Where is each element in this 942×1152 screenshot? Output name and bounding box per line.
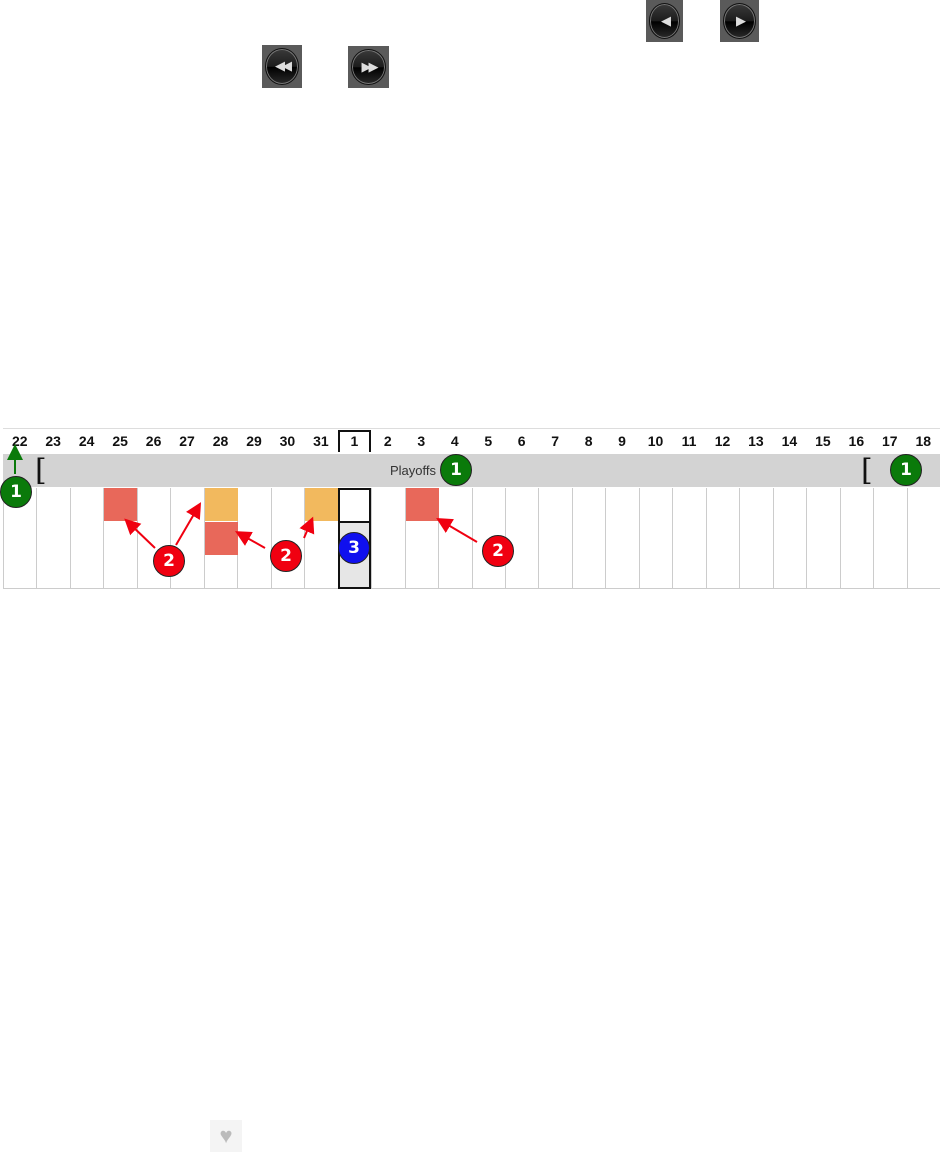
day-column[interactable] [203, 488, 237, 588]
day-column[interactable] [772, 488, 806, 588]
day-label[interactable]: 2 [383, 433, 392, 449]
day-column[interactable] [538, 488, 571, 588]
day-label[interactable]: 17 [882, 433, 898, 449]
day-column[interactable] [605, 488, 638, 588]
day-column[interactable] [873, 488, 906, 588]
day-header: 22 23 24 25 26 27 28 29 30 31 1 2 3 4 5 6 7 8 9 10 11 12 13 14 1… [3, 428, 940, 453]
day-label[interactable]: 25 [112, 433, 128, 449]
day-label[interactable]: 22 [11, 433, 28, 449]
day-label[interactable]: 31 [313, 433, 329, 449]
next-icon: ▶ [722, 3, 757, 39]
day-column[interactable] [69, 488, 103, 588]
day-label[interactable]: 9 [618, 433, 626, 449]
day-label[interactable]: 23 [45, 433, 61, 449]
day-column[interactable] [672, 488, 705, 588]
annotation-badge: 1 [0, 476, 32, 508]
day-column[interactable] [571, 488, 605, 588]
event-block[interactable] [204, 488, 238, 521]
day-label[interactable]: 28 [212, 433, 229, 449]
day-column[interactable] [705, 488, 739, 588]
day-label[interactable]: 16 [848, 433, 865, 449]
timeline: 22 23 24 25 26 27 28 29 30 31 1 2 3 4 5 6 7 8 9 10 11 12 13 14 1… [3, 428, 940, 589]
day-label[interactable]: 10 [647, 433, 664, 449]
day-label[interactable]: 7 [551, 433, 560, 449]
rewind-button[interactable]: ◀◀ [262, 45, 302, 88]
annotation-badge: 2 [270, 540, 302, 572]
fast-forward-button[interactable]: ▶▶ [348, 46, 389, 88]
day-label[interactable]: 12 [714, 433, 731, 449]
day-label[interactable]: 26 [145, 433, 162, 449]
prev-icon: ◀ [648, 3, 681, 39]
day-label[interactable]: 13 [748, 433, 764, 449]
day-column[interactable] [906, 488, 940, 588]
range-label: Playoffs [389, 463, 436, 478]
selected-day-cell[interactable] [337, 488, 372, 523]
day-label[interactable]: 4 [450, 433, 459, 449]
annotation-badge: 2 [482, 535, 514, 567]
event-block[interactable] [305, 488, 339, 521]
day-label[interactable]: 27 [179, 433, 195, 449]
selected-day-header[interactable] [337, 430, 372, 452]
day-column[interactable] [270, 488, 304, 588]
day-label[interactable]: 1 [350, 433, 359, 449]
heart-icon[interactable]: ♥ [210, 1120, 242, 1152]
day-column[interactable] [3, 488, 36, 588]
day-column[interactable] [739, 488, 772, 588]
day-column[interactable] [371, 488, 404, 588]
day-label[interactable]: 15 [815, 433, 831, 449]
day-column[interactable] [103, 488, 136, 588]
annotation-badge: 1 [440, 454, 472, 486]
day-label[interactable]: 14 [781, 433, 798, 449]
day-label[interactable]: 30 [279, 433, 296, 449]
day-column[interactable] [237, 488, 270, 588]
range-end-handle[interactable]: [ [861, 453, 873, 488]
day-grid [3, 488, 940, 589]
day-label[interactable]: 6 [517, 433, 526, 449]
day-label[interactable]: 18 [915, 433, 932, 449]
day-column[interactable] [638, 488, 672, 588]
prev-button[interactable]: ◀ [646, 0, 683, 42]
annotation-badge: 3 [338, 532, 370, 564]
day-label[interactable]: 24 [78, 433, 95, 449]
day-column[interactable] [36, 488, 69, 588]
annotation-badge: 1 [890, 454, 922, 486]
fast-forward-icon: ▶▶ [351, 49, 386, 85]
day-label[interactable]: 8 [584, 433, 593, 449]
day-label[interactable]: 5 [484, 433, 493, 449]
day-column[interactable] [404, 488, 438, 588]
range-start-handle[interactable]: [ [35, 453, 47, 488]
day-column[interactable] [170, 488, 203, 588]
next-button[interactable]: ▶ [720, 0, 759, 42]
day-column[interactable] [438, 488, 471, 588]
rewind-icon: ◀◀ [265, 48, 299, 85]
day-column[interactable] [806, 488, 839, 588]
day-label[interactable]: 3 [417, 433, 426, 449]
day-column[interactable] [839, 488, 873, 588]
event-block[interactable] [204, 522, 238, 555]
day-label[interactable]: 29 [246, 433, 262, 449]
day-column[interactable] [504, 488, 538, 588]
event-block[interactable] [405, 488, 439, 521]
day-label[interactable]: 11 [681, 433, 697, 449]
event-block[interactable] [104, 488, 138, 521]
annotation-badge: 2 [153, 545, 185, 577]
